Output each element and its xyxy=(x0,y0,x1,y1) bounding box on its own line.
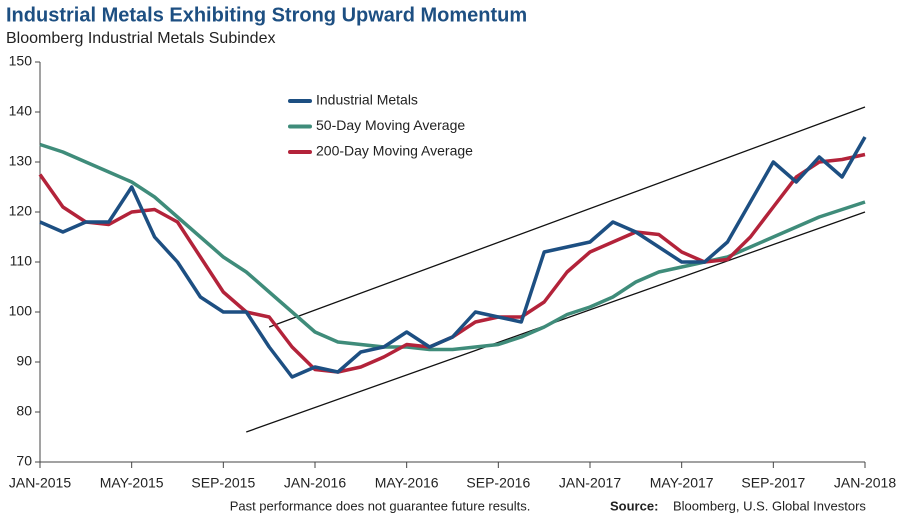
x-tick-label: JAN-2015 xyxy=(9,475,71,491)
channel-line xyxy=(268,106,866,328)
note: Past performance does not guarantee futu… xyxy=(230,498,531,513)
x-tick-label: JAN-2017 xyxy=(559,475,621,491)
x-tick-label: JAN-2016 xyxy=(284,475,346,491)
x-tick-label: SEP-2016 xyxy=(466,475,530,491)
source-label: Source: xyxy=(610,498,658,513)
y-tick-label: 90 xyxy=(16,353,32,369)
x-tick-label: MAY-2017 xyxy=(650,475,714,491)
chart-title: Industrial Metals Exhibiting Strong Upwa… xyxy=(6,4,527,26)
series-line xyxy=(38,152,866,374)
x-tick-label: MAY-2016 xyxy=(375,475,439,491)
y-tick-label: 80 xyxy=(16,403,32,419)
y-tick-label: 110 xyxy=(10,253,33,269)
chart-subtitle: Bloomberg Industrial Metals Subindex xyxy=(6,30,275,47)
source: Bloomberg, U.S. Global Investors xyxy=(673,498,866,513)
x-tick-label: SEP-2015 xyxy=(191,475,255,491)
series-line xyxy=(39,142,866,352)
legend-label: Industrial Metals xyxy=(316,92,418,108)
x-tick-label: SEP-2017 xyxy=(741,475,805,491)
y-tick-label: 130 xyxy=(9,153,33,169)
legend-label: 50-Day Moving Average xyxy=(316,117,465,133)
legend-label: 200-Day Moving Average xyxy=(316,143,473,159)
y-tick-label: 100 xyxy=(9,303,33,319)
x-tick-label: MAY-2015 xyxy=(100,475,164,491)
y-tick-label: 70 xyxy=(16,453,32,469)
series-line xyxy=(39,136,867,379)
y-tick-label: 150 xyxy=(9,53,33,69)
y-tick-label: 120 xyxy=(9,203,33,219)
x-tick-label: JAN-2018 xyxy=(834,475,896,491)
y-tick-label: 140 xyxy=(9,103,33,119)
